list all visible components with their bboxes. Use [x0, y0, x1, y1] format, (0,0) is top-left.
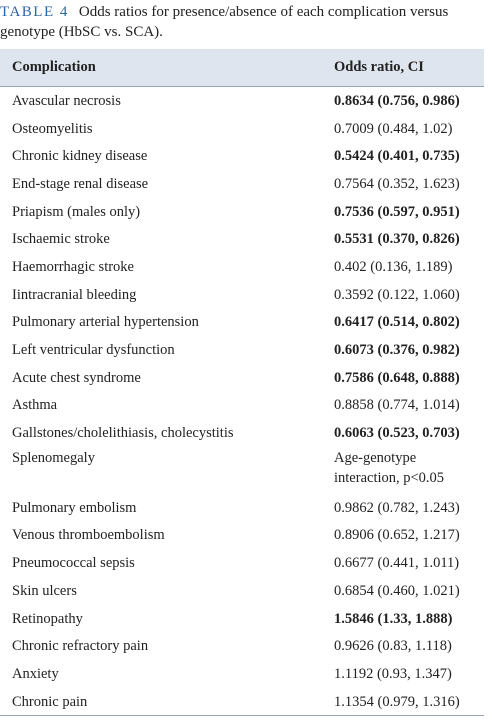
- table-row: Pulmonary arterial hypertension 0.6417 (0…: [0, 309, 484, 337]
- caption-label: TABLE 4: [0, 4, 69, 20]
- table-row: Venous thromboembolism 0.8906 (0.652, 1.2…: [0, 522, 484, 550]
- odds-ratio-cell: 0.6677 (0.441, 1.011): [334, 555, 460, 572]
- odds-ratio-cell: 1.1354 (0.979, 1.316): [334, 687, 484, 717]
- table-row: Gallstones/cholelithiasis, cholecystitis…: [0, 419, 484, 447]
- table-row: Anxiety 1.1192 (0.93, 1.347): [0, 660, 484, 688]
- odds-ratio-cell: 0.8906 (0.652, 1.217): [334, 527, 460, 544]
- odds-ratio-cell: 0.7009 (0.484, 1.02): [334, 120, 453, 137]
- caption: TABLE 4 Odds ratios for presence/absence …: [0, 2, 470, 42]
- complication-cell: Pulmonary arterial hypertension: [12, 314, 199, 331]
- table-row: Chronic pain 1.1354 (0.979, 1.316): [0, 687, 484, 717]
- odds-ratio-cell: 1.1192 (0.93, 1.347): [334, 665, 452, 682]
- odds-ratio-cell: 0.7564 (0.352, 1.623): [334, 175, 460, 192]
- header-cell: Complication: [0, 49, 334, 87]
- odds-ratio-cell: 0.6073 (0.376, 0.982): [334, 342, 460, 359]
- table-row: Pulmonary embolism 0.9862 (0.782, 1.243): [0, 494, 484, 522]
- table-row: Priapism (males only) 0.7536 (0.597, 0.95…: [0, 198, 484, 226]
- odds-ratio-cell: 0.5424 (0.401, 0.735): [334, 148, 460, 165]
- odds-ratio-cell: 0.9862 (0.782, 1.243): [334, 499, 460, 516]
- table-row: Chronic refractory pain 0.9626 (0.83, 1.1…: [0, 632, 484, 660]
- header-cell: Odds ratio, CI: [334, 49, 484, 87]
- odds-ratio-cell: 0.6063 (0.523, 0.703): [334, 425, 460, 442]
- header-row: Complication Odds ratio, CI: [0, 49, 484, 87]
- odds-ratio-cell: 0.3592 (0.122, 1.060): [334, 286, 460, 303]
- complication-cell: Haemorrhagic stroke: [12, 258, 134, 275]
- complication-cell: Pulmonary embolism: [12, 499, 137, 516]
- table-row: Avascular necrosis 0.8634 (0.756, 0.986): [0, 87, 484, 115]
- odds-ratio-cell: 0.402 (0.136, 1.189): [334, 258, 453, 275]
- odds-ratio-cell: 0.6417 (0.514, 0.802): [334, 314, 460, 331]
- odds-ratio-cell: 0.8634 (0.756, 0.986): [334, 92, 460, 109]
- table-row: Acute chest syndrome 0.7586 (0.648, 0.888…: [0, 364, 484, 392]
- table-row: Asthma 0.8858 (0.774, 1.014): [0, 392, 484, 420]
- table-row: Iintracranial bleeding 0.3592 (0.122, 1.0…: [0, 281, 484, 309]
- odds-ratio-cell: 0.6854 (0.460, 1.021): [334, 582, 460, 599]
- odds-ratio-cell: 0.7536 (0.597, 0.951): [334, 203, 460, 220]
- odds-ratio-cell: 0.7586 (0.648, 0.888): [334, 369, 460, 386]
- complication-cell: Acute chest syndrome: [12, 369, 141, 386]
- complication-cell: End-stage renal disease: [12, 175, 149, 192]
- complication-cell: Gallstones/cholelithiasis, cholecystitis: [12, 425, 234, 442]
- table-row: Splenomegaly Age-genotype interaction, p<…: [0, 447, 484, 494]
- complication-cell: Ischaemic stroke: [12, 231, 110, 248]
- table-row: Ischaemic stroke 0.5531 (0.370, 0.826): [0, 225, 484, 253]
- complication-cell: Splenomegaly: [12, 449, 95, 466]
- complication-cell: Left ventricular dysfunction: [12, 342, 175, 359]
- table-row: Chronic kidney disease 0.5424 (0.401, 0.7…: [0, 142, 484, 170]
- table-row: Osteomyelitis 0.7009 (0.484, 1.02): [0, 115, 484, 143]
- odds-ratio-cell: 0.9626 (0.83, 1.118): [334, 638, 452, 655]
- complication-cell: Asthma: [12, 397, 58, 414]
- table-row: End-stage renal disease 0.7564 (0.352, 1.…: [0, 170, 484, 198]
- complication-cell: Chronic kidney disease: [12, 148, 148, 165]
- odds-ratio-cell: 0.8858 (0.774, 1.014): [334, 397, 460, 414]
- complication-cell: Chronic refractory pain: [12, 638, 149, 655]
- complication-cell: Anxiety: [12, 665, 59, 682]
- complication-cell: Iintracranial bleeding: [12, 286, 137, 303]
- table-row: Retinopathy 1.5846 (1.33, 1.888): [0, 605, 484, 633]
- odds-ratio-cell: 0.5531 (0.370, 0.826): [334, 231, 460, 248]
- table-row: Left ventricular dysfunction 0.6073 (0.37…: [0, 336, 484, 364]
- complication-cell: Retinopathy: [12, 610, 83, 627]
- odds-ratio-cell: Age-genotype interaction, p<0.05: [334, 449, 445, 486]
- complication-cell: Osteomyelitis: [12, 120, 93, 137]
- complication-cell: Avascular necrosis: [12, 92, 121, 109]
- odds-ratio-cell: 1.5846 (1.33, 1.888): [334, 610, 453, 627]
- table-row: Skin ulcers 0.6854 (0.460, 1.021): [0, 577, 484, 605]
- table: Complication Odds ratio, CI Avascular ne…: [0, 49, 484, 717]
- table-row: Pneumococcal sepsis 0.6677 (0.441, 1.011): [0, 549, 484, 577]
- caption-text: Odds ratios for presence/absence of each…: [0, 4, 449, 40]
- complication-cell: Chronic pain: [0, 687, 334, 717]
- table-row: Haemorrhagic stroke 0.402 (0.136, 1.189): [0, 253, 484, 281]
- complication-cell: Venous thromboembolism: [12, 527, 165, 544]
- complication-cell: Priapism (males only): [12, 203, 141, 220]
- complication-cell: Pneumococcal sepsis: [12, 555, 135, 572]
- complication-cell: Skin ulcers: [12, 582, 77, 599]
